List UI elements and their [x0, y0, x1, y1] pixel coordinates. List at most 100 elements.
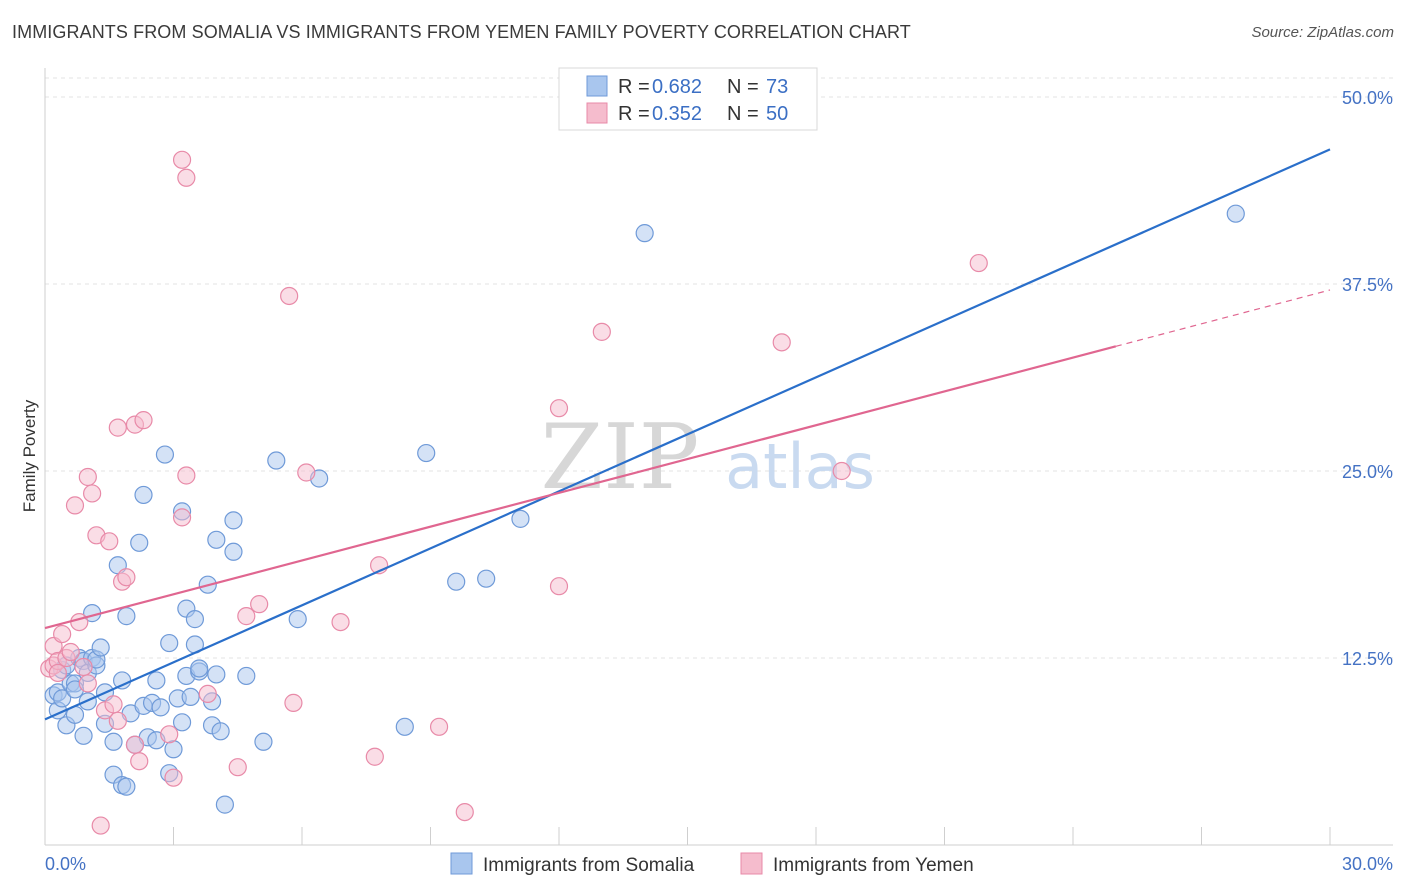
point-somalia-63: [237, 666, 256, 686]
point-somalia-72: [511, 509, 530, 528]
series-legend-label-yemen: Immigrants from Yemen: [773, 855, 974, 876]
y-tick-label-0: 12.5%: [1342, 649, 1393, 669]
point-yemen-27: [160, 725, 179, 744]
point-somalia-34: [134, 485, 153, 505]
point-yemen-11: [78, 467, 97, 487]
source-label: Source: ZipAtlas.com: [1251, 24, 1394, 41]
legend-r-label-yemen: R =: [618, 103, 650, 125]
point-somalia-64: [254, 732, 273, 751]
point-yemen-23: [125, 735, 145, 754]
point-yemen-25: [130, 752, 149, 771]
point-somalia-62: [224, 542, 243, 561]
point-somalia-32: [130, 533, 149, 552]
series-legend-swatch-somalia: [450, 852, 473, 875]
legend-swatch-somalia: [586, 75, 608, 97]
point-somalia-57: [207, 530, 226, 549]
point-somalia-41: [160, 633, 179, 653]
point-somalia-39: [151, 698, 170, 717]
trend-line-yemen-extension: [1115, 289, 1331, 347]
watermark: ZIP atlas: [541, 405, 875, 510]
point-yemen-18: [104, 695, 123, 714]
point-yemen-13: [83, 484, 102, 503]
point-yemen-35: [237, 607, 256, 626]
y-tick-label-1: 25.0%: [1342, 462, 1393, 482]
point-somalia-12: [74, 726, 93, 745]
point-yemen-9: [70, 612, 89, 632]
point-somalia-66: [288, 610, 307, 629]
point-yemen-22: [117, 568, 136, 587]
point-yemen-45: [549, 399, 569, 418]
point-yemen-47: [592, 322, 611, 341]
legend-swatch-yemen: [586, 102, 608, 124]
point-yemen-34: [228, 758, 247, 777]
point-yemen-30: [172, 150, 192, 169]
point-somalia-60: [215, 795, 234, 814]
y-tick-label-2: 37.5%: [1342, 275, 1393, 295]
point-somalia-20: [91, 638, 110, 657]
point-yemen-4: [48, 663, 67, 683]
point-somalia-50: [185, 610, 205, 629]
point-somalia-53: [190, 659, 209, 678]
legend-r-label-somalia: R =: [618, 76, 650, 98]
legend-n-label-yemen: N =: [727, 103, 759, 125]
point-yemen-7: [61, 642, 80, 662]
legend-n-value-somalia: 73: [766, 76, 788, 98]
point-somalia-58: [207, 665, 226, 684]
point-somalia-38: [147, 671, 166, 690]
trend-line-somalia: [44, 148, 1331, 721]
point-yemen-20: [108, 418, 127, 437]
series-legend: Immigrants from Somalia Immigrants from …: [450, 852, 974, 876]
legend-r-value-yemen: 0.352: [652, 103, 702, 125]
point-yemen-26: [134, 411, 153, 430]
x-tick-label-min: 0.0%: [45, 854, 86, 874]
legend-r-value-somalia: 0.682: [652, 76, 702, 98]
point-yemen-46: [549, 577, 569, 596]
point-yemen-5: [53, 624, 72, 644]
point-somalia-73: [635, 224, 654, 243]
point-somalia-59: [211, 722, 230, 741]
point-somalia-61: [224, 511, 243, 530]
trend-lines: [44, 148, 1331, 721]
point-somalia-26: [112, 671, 132, 690]
point-yemen-49: [832, 461, 851, 481]
point-yemen-28: [164, 768, 183, 787]
point-somalia-65: [267, 451, 286, 470]
point-somalia-49: [181, 687, 200, 706]
axes: [44, 68, 1393, 846]
point-yemen-31: [177, 168, 196, 187]
point-somalia-69: [417, 443, 436, 463]
point-somalia-40: [155, 445, 175, 464]
point-yemen-37: [280, 286, 299, 306]
point-yemen-36: [250, 595, 269, 614]
point-yemen-12: [78, 674, 97, 693]
watermark-atlas: atlas: [725, 430, 875, 503]
point-yemen-50: [969, 253, 988, 273]
point-yemen-41: [365, 747, 384, 766]
point-somalia-28: [117, 777, 136, 796]
point-yemen-40: [331, 612, 350, 632]
point-somalia-74: [1226, 204, 1245, 223]
point-yemen-32: [177, 466, 196, 485]
point-yemen-39: [297, 463, 316, 482]
series-legend-label-somalia: Immigrants from Somalia: [483, 855, 695, 876]
point-somalia-70: [447, 572, 466, 591]
point-yemen-29: [172, 508, 192, 527]
point-yemen-10: [74, 657, 93, 677]
legend-n-value-yemen: 50: [766, 103, 788, 125]
point-yemen-44: [455, 802, 474, 822]
point-yemen-17: [100, 532, 119, 551]
point-somalia-4: [53, 689, 72, 708]
point-yemen-48: [772, 333, 791, 352]
x-tick-label-max: 30.0%: [1342, 854, 1393, 874]
y-axis-label: Family Poverty: [20, 399, 39, 512]
trend-line-yemen: [44, 345, 1117, 630]
y-tick-labels: 12.5% 25.0% 37.5% 50.0%: [1342, 88, 1393, 669]
series-yemen-points: [40, 150, 988, 835]
point-yemen-8: [65, 496, 85, 515]
point-somalia-68: [395, 717, 414, 736]
point-yemen-33: [198, 684, 217, 704]
gridlines: [45, 77, 1393, 659]
point-somalia-71: [477, 569, 496, 588]
point-yemen-19: [108, 711, 127, 730]
